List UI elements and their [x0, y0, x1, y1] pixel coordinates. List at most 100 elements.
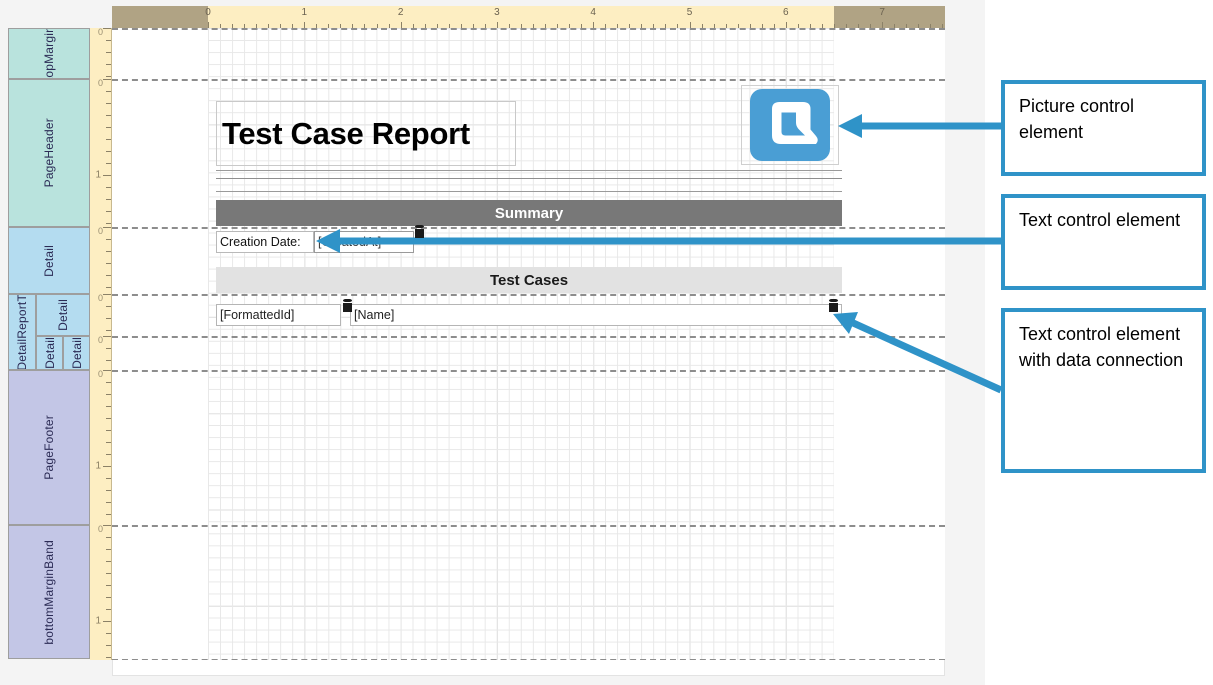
ruler-tick-minor — [545, 24, 547, 28]
ruler-tick — [106, 549, 111, 551]
ruler-tick-minor — [388, 24, 390, 28]
picture-control[interactable] — [741, 85, 839, 165]
data-connection-icon — [829, 299, 838, 312]
ruler-tick — [882, 22, 884, 28]
band-separator — [112, 79, 945, 81]
data-connection-icon — [343, 299, 352, 312]
ruler-tick — [106, 263, 111, 265]
ruler-tick — [106, 199, 111, 201]
ruler-tick — [785, 22, 787, 28]
band-detailreport[interactable]: DetailReportT — [8, 294, 36, 370]
ruler-tick — [106, 406, 111, 408]
ruler-tick-minor — [665, 24, 667, 28]
ruler-tick — [106, 64, 111, 66]
ruler-origin-label: 0 — [97, 226, 103, 236]
ruler-tick — [106, 223, 111, 225]
ruler-label: 6 — [783, 7, 789, 18]
ruler-tick — [106, 561, 111, 563]
ruler-tick-minor — [533, 24, 534, 28]
ruler-tick — [106, 478, 111, 480]
ruler-tick — [106, 91, 111, 93]
band-separator — [112, 659, 945, 660]
ruler-tick — [106, 318, 111, 320]
horizontal-ruler[interactable]: 0 1 2 3 4 5 6 7 — [112, 6, 945, 28]
formatted-id-field-control[interactable]: [FormattedId] — [216, 304, 341, 326]
ruler-origin-label: 0 — [97, 78, 103, 88]
ruler-tick — [496, 22, 498, 28]
ruler-tick-minor — [870, 24, 872, 28]
ruler-tick — [106, 657, 111, 659]
header-rule-control[interactable] — [216, 170, 842, 192]
logo-glyph-svg — [772, 102, 818, 144]
ruler-tick-minor — [328, 24, 330, 28]
creation-date-label-control[interactable]: Creation Date: — [216, 231, 314, 253]
horizontal-ruler-printable-range — [208, 6, 834, 28]
ruler-tick — [103, 525, 111, 526]
ruler-origin-label: 0 — [97, 28, 103, 37]
design-grid — [208, 28, 834, 660]
band-separator — [112, 336, 945, 338]
ruler-tick — [103, 621, 111, 623]
arrow-text-control — [316, 229, 1001, 253]
band-detail-nested-2[interactable]: Detail — [36, 336, 63, 370]
ruler-tick-minor — [256, 24, 258, 28]
ruler-tick-minor — [797, 24, 799, 28]
ruler-tick — [106, 40, 111, 42]
ruler-tick-minor — [653, 24, 655, 28]
ruler-tick-minor — [833, 24, 835, 28]
ruler-tick — [106, 115, 111, 117]
ruler-tick — [106, 394, 111, 396]
ruler-tick — [106, 239, 111, 241]
test-cases-header-control[interactable]: Test Cases — [216, 267, 842, 293]
ruler-tick-minor — [605, 24, 607, 28]
ruler-tick — [106, 211, 111, 213]
band-label-gutter: topMargin PageHeader Detail DetailReport… — [8, 28, 90, 660]
ruler-tick-minor — [412, 24, 414, 28]
ruler-tick-minor — [713, 24, 715, 28]
band-bottommargin[interactable]: bottomMarginBand — [8, 525, 90, 659]
ruler-tick — [106, 275, 111, 277]
ruler-tick-minor — [280, 24, 282, 28]
ruler-tick — [106, 442, 111, 444]
ruler-tick-minor — [340, 24, 342, 28]
logo-icon — [750, 89, 830, 161]
ruler-tick-minor — [906, 24, 908, 28]
ruler-tick — [106, 585, 111, 587]
band-topmargin[interactable]: topMargin — [8, 28, 90, 79]
ruler-tick — [106, 502, 111, 504]
band-detail-nested-3[interactable]: Detail — [63, 336, 90, 370]
band-detail[interactable]: Detail — [8, 227, 90, 294]
ruler-tick-minor — [581, 24, 583, 28]
ruler-origin-label: 0 — [97, 369, 103, 379]
ruler-label: 7 — [879, 7, 885, 18]
ruler-tick — [106, 454, 111, 456]
ruler-tick — [106, 573, 111, 575]
ruler-tick-minor — [641, 24, 643, 28]
ruler-tick — [106, 633, 111, 635]
band-detail-nested-1[interactable]: Detail — [36, 294, 90, 336]
ruler-label: 2 — [397, 7, 404, 18]
ruler-tick-minor — [737, 24, 739, 28]
name-field-control[interactable]: [Name] — [350, 304, 842, 326]
ruler-label: 1 — [95, 460, 101, 472]
ruler-tick — [103, 466, 111, 468]
arrow-picture-control — [838, 114, 1001, 138]
summary-header-control[interactable]: Summary — [216, 200, 842, 226]
band-separator — [112, 28, 945, 30]
vertical-ruler[interactable]: 0 0 1 0 0 0 0 1 0 1 — [90, 28, 112, 660]
ruler-tick — [103, 336, 111, 337]
ruler-tick-minor — [942, 24, 944, 28]
band-separator — [112, 227, 945, 229]
ruler-tick-minor — [617, 24, 619, 28]
ruler-tick-minor — [508, 24, 510, 28]
ruler-tick — [106, 163, 111, 165]
ruler-tick-minor — [845, 24, 847, 28]
annotation-text: Picture control element — [1019, 96, 1135, 142]
design-surface[interactable]: Test Case Report Summary Creation Date: … — [112, 28, 945, 660]
ruler-tick — [103, 175, 111, 177]
report-title-control[interactable]: Test Case Report — [216, 101, 516, 166]
band-pageheader[interactable]: PageHeader — [8, 79, 90, 227]
band-pagefooter[interactable]: PageFooter — [8, 370, 90, 525]
annotation-text: Text control element with data connectio… — [1019, 324, 1184, 370]
